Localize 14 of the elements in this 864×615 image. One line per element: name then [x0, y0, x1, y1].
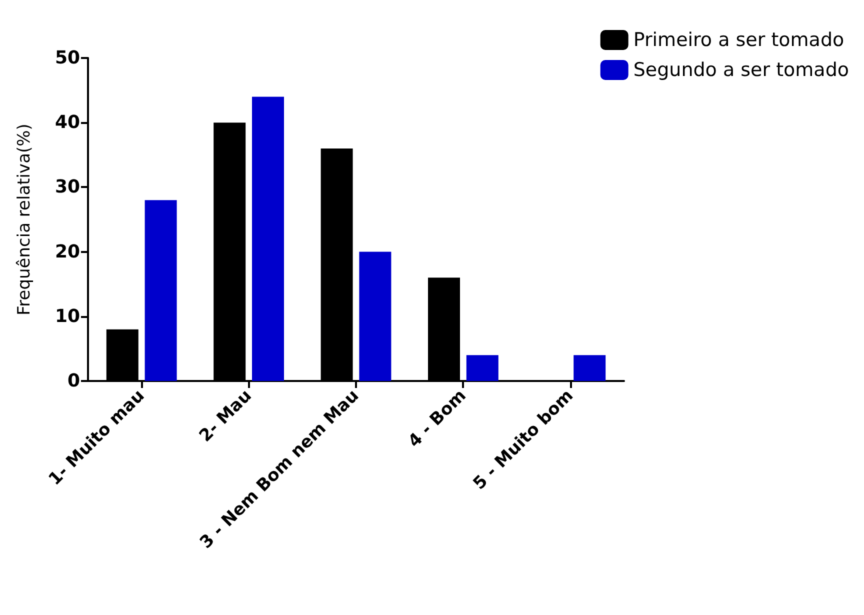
bar: [359, 252, 392, 381]
y-tick-label: 50: [54, 48, 80, 68]
y-tick-label: 30: [54, 176, 80, 198]
bar: [144, 200, 177, 381]
bar: [574, 355, 606, 381]
y-tick-label: 10: [54, 306, 80, 327]
bar: [252, 96, 284, 381]
bar: [466, 355, 498, 381]
legend-label: Primeiro a ser tomado: [633, 29, 844, 51]
y-tick-label: 0: [67, 370, 80, 392]
y-tick-label: 40: [54, 112, 80, 134]
y-axis-title: Frequência relativa(%): [14, 124, 34, 316]
legend-label: Segundo a ser tomado: [633, 59, 850, 81]
y-tick-label: 20: [54, 241, 80, 262]
